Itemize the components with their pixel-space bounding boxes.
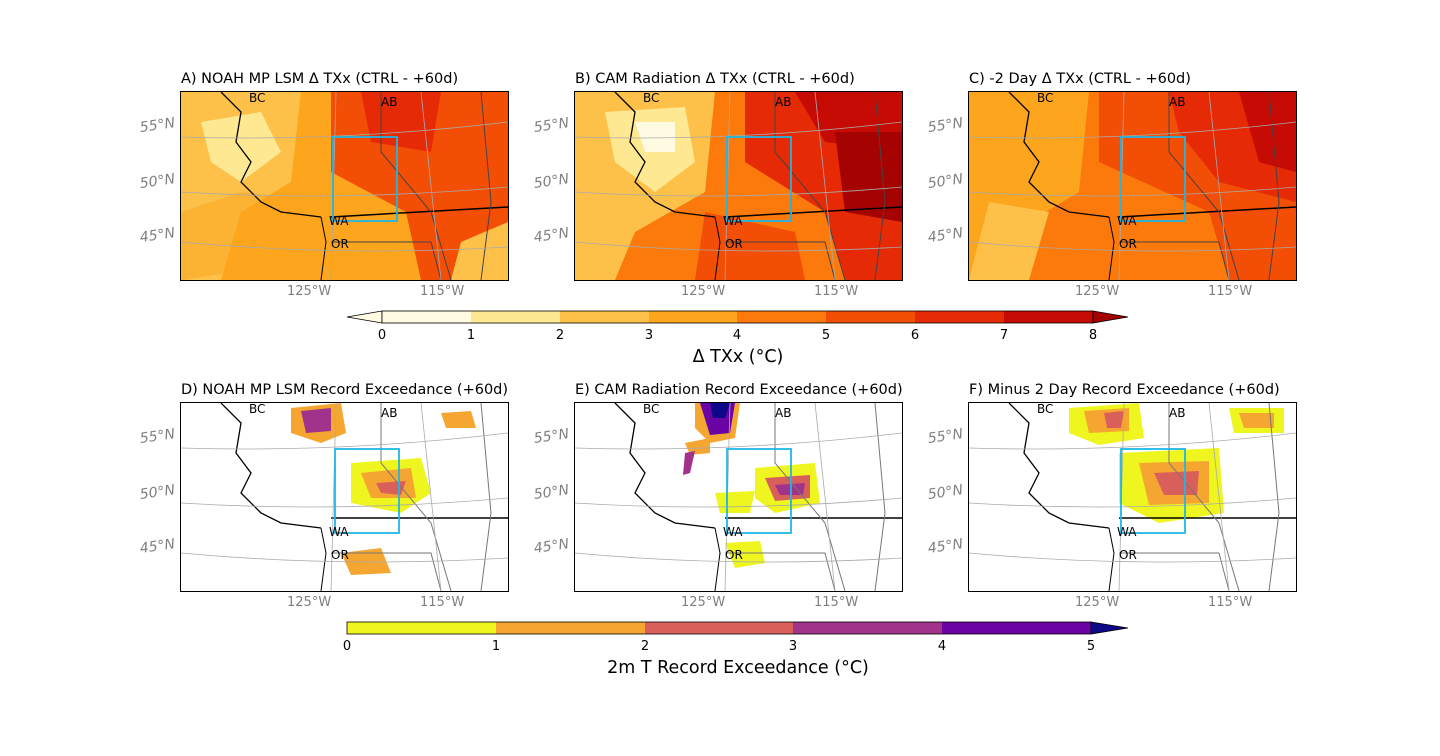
map-record-exceedance <box>180 402 509 592</box>
lat-label-45n: 45°N <box>138 225 177 246</box>
cbar-tick-2: 2 <box>640 639 650 654</box>
region-label-ab: AB <box>381 95 398 109</box>
region-label-or: OR <box>1119 237 1137 251</box>
map-svg <box>969 403 1296 591</box>
map-svg <box>575 92 902 280</box>
cbar-tick-6: 6 <box>910 328 920 343</box>
map-delta-txx <box>574 91 903 281</box>
region-label-bc: BC <box>1037 402 1054 416</box>
lon-label-115w: 115°W <box>1208 284 1253 299</box>
region-label-bc: BC <box>643 91 660 105</box>
cbar-tick-4: 4 <box>732 328 742 343</box>
lat-label-45n: 45°N <box>138 536 177 557</box>
panel-title: B) CAM Radiation Δ TXx (CTRL - +60d) <box>575 71 855 87</box>
region-label-bc: BC <box>1037 91 1054 105</box>
cbar-tick-1: 1 <box>491 639 501 654</box>
cbar-tick-1: 1 <box>466 328 476 343</box>
map-svg <box>969 92 1296 280</box>
lat-label-45n: 45°N <box>926 536 965 557</box>
lon-label-125w: 125°W <box>1075 595 1120 610</box>
region-label-bc: BC <box>643 402 660 416</box>
region-label-wa: WA <box>329 214 349 228</box>
region-label-ab: AB <box>1169 406 1186 420</box>
lon-label-125w: 125°W <box>1075 284 1120 299</box>
colorbar-title: 2m T Record Exceedance (°C) <box>607 658 869 678</box>
lat-label-45n: 45°N <box>532 536 571 557</box>
region-label-ab: AB <box>381 406 398 420</box>
lat-label-55n: 55°N <box>532 426 571 447</box>
panel-title: E) CAM Radiation Record Exceedance (+60d… <box>575 382 903 398</box>
lon-label-115w: 115°W <box>420 595 465 610</box>
cbar-tick-3: 3 <box>644 328 654 343</box>
lon-label-115w: 115°W <box>814 284 859 299</box>
lat-label-45n: 45°N <box>532 225 571 246</box>
lat-label-55n: 55°N <box>138 426 177 447</box>
cbar-tick-0: 0 <box>377 328 387 343</box>
lat-label-55n: 55°N <box>926 426 965 447</box>
cbar-tick-5: 5 <box>821 328 831 343</box>
lon-label-125w: 125°W <box>681 284 726 299</box>
panel-title: C) -2 Day Δ TXx (CTRL - +60d) <box>969 71 1191 87</box>
panel-title: F) Minus 2 Day Record Exceedance (+60d) <box>969 382 1280 398</box>
lon-label-125w: 125°W <box>681 595 726 610</box>
lat-label-55n: 55°N <box>926 115 965 136</box>
map-record-exceedance <box>574 402 903 592</box>
map-svg <box>181 403 508 591</box>
lat-label-50n: 50°N <box>926 171 965 192</box>
region-label-wa: WA <box>1117 525 1137 539</box>
map-delta-txx <box>180 91 509 281</box>
colorbar-title: Δ TXx (°C) <box>692 347 784 367</box>
region-label-wa: WA <box>723 525 743 539</box>
lon-label-115w: 115°W <box>420 284 465 299</box>
colorbar-top-svg <box>346 310 1129 324</box>
lat-label-50n: 50°N <box>138 171 177 192</box>
region-label-or: OR <box>331 548 349 562</box>
lat-label-55n: 55°N <box>532 115 571 136</box>
region-label-ab: AB <box>1169 95 1186 109</box>
cbar-tick-0: 0 <box>342 639 352 654</box>
cbar-tick-4: 4 <box>937 639 947 654</box>
map-delta-txx <box>968 91 1297 281</box>
lat-label-50n: 50°N <box>532 482 571 503</box>
lat-label-50n: 50°N <box>138 482 177 503</box>
lon-label-125w: 125°W <box>287 595 332 610</box>
lat-label-50n: 50°N <box>532 171 571 192</box>
lon-label-115w: 115°W <box>1208 595 1253 610</box>
map-svg <box>575 403 902 591</box>
cbar-tick-8: 8 <box>1088 328 1098 343</box>
region-label-wa: WA <box>723 214 743 228</box>
colorbar-bottom-svg <box>346 621 1129 635</box>
region-label-bc: BC <box>249 402 266 416</box>
region-label-or: OR <box>331 237 349 251</box>
region-label-ab: AB <box>775 95 792 109</box>
lon-label-115w: 115°W <box>814 595 859 610</box>
region-label-or: OR <box>725 237 743 251</box>
cbar-tick-3: 3 <box>788 639 798 654</box>
lon-label-125w: 125°W <box>287 284 332 299</box>
cbar-tick-5: 5 <box>1086 639 1096 654</box>
region-label-bc: BC <box>249 91 266 105</box>
region-label-wa: WA <box>329 525 349 539</box>
region-label-or: OR <box>725 548 743 562</box>
lat-label-50n: 50°N <box>926 482 965 503</box>
panel-title: D) NOAH MP LSM Record Exceedance (+60d) <box>181 382 509 398</box>
region-label-ab: AB <box>775 406 792 420</box>
lat-label-45n: 45°N <box>926 225 965 246</box>
lat-label-55n: 55°N <box>138 115 177 136</box>
map-svg <box>181 92 508 280</box>
cbar-tick-2: 2 <box>555 328 565 343</box>
region-label-wa: WA <box>1117 214 1137 228</box>
cbar-tick-7: 7 <box>999 328 1009 343</box>
region-label-or: OR <box>1119 548 1137 562</box>
panel-title: A) NOAH MP LSM Δ TXx (CTRL - +60d) <box>181 71 459 87</box>
map-record-exceedance <box>968 402 1297 592</box>
